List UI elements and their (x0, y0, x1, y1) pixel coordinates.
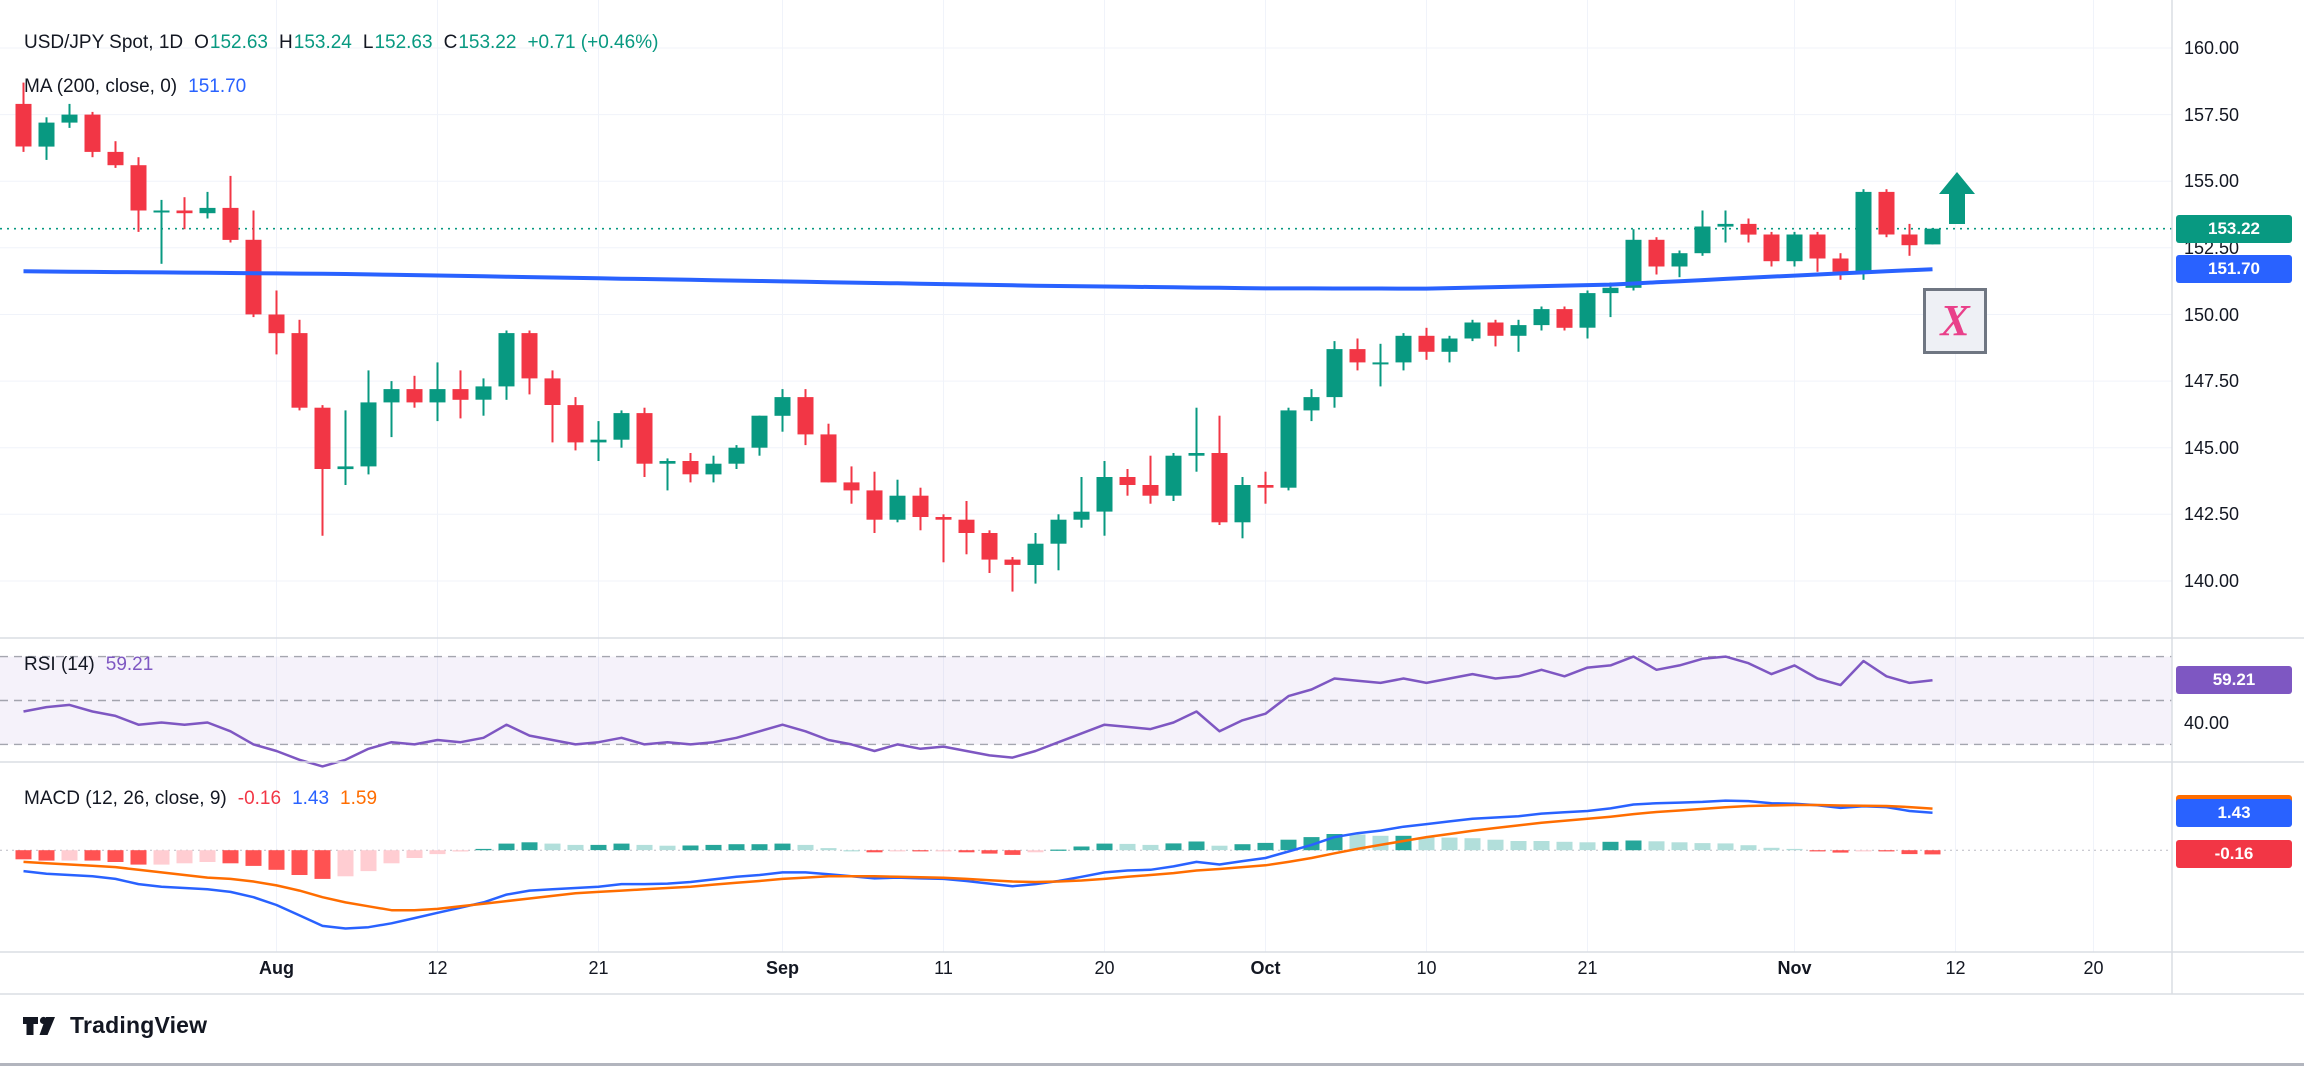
main-legend[interactable]: USD/JPY Spot, 1D O 152.63 H 153.24 L 152.63… (24, 32, 658, 54)
macd-line-value: 1.43 (292, 788, 330, 809)
ohlc-close: C 153.22 (444, 32, 517, 54)
macd-label[interactable]: MACD (12, 26, close, 9) (24, 788, 227, 809)
macd-hist-value: -0.16 (237, 788, 282, 809)
candles-series (15, 82, 1941, 592)
rsi-value-badge: 59.21 (2176, 666, 2292, 695)
symbol-title[interactable]: USD/JPY Spot, 1D (24, 32, 184, 53)
tradingview-attribution[interactable]: TradingView (22, 1012, 207, 1039)
rsi-value: 59.21 (105, 654, 154, 675)
x-annotation-box[interactable]: X (1923, 288, 1987, 354)
close-value: 153.22 (458, 32, 517, 53)
time-axis-label: Sep (765, 958, 799, 978)
rsi-line (23, 655, 1933, 768)
rsi-label[interactable]: RSI (14) (24, 654, 95, 675)
low-label: L (362, 32, 374, 53)
ohlc-open: O 152.63 (194, 32, 268, 54)
price-axis-label: 155.00 (2184, 171, 2240, 192)
high-value: 153.24 (293, 32, 352, 53)
x-annotation: X (1940, 296, 1970, 345)
time-axis-label: Aug (259, 958, 294, 978)
ma-legend[interactable]: MA (200, close, 0) 151.70 (24, 76, 246, 98)
price-axis-label: 140.00 (2184, 571, 2240, 591)
time-axis-label: 21 (588, 958, 609, 978)
price-axis-label: 152.50 (2184, 237, 2240, 258)
open-value: 152.63 (209, 32, 269, 53)
macd-line-badge: 1.43 (2176, 798, 2292, 827)
open-label: O (194, 32, 209, 53)
tradingview-wordmark: TradingView (70, 1012, 208, 1038)
ma-label[interactable]: MA (200, close, 0) (24, 76, 178, 97)
ohlc-low: L 152.63 (363, 32, 433, 54)
price-axis-label: 142.50 (2184, 504, 2240, 525)
macd-signal-value: 1.59 (340, 788, 378, 809)
macd-histogram (15, 834, 1941, 879)
ma-price-badge: 151.70 (2176, 255, 2292, 284)
close-label: C (443, 32, 458, 53)
price-axis-label: 150.00 (2184, 304, 2240, 325)
ohlc-high: H 153.24 (279, 32, 352, 54)
time-axis-label: 12 (1945, 958, 1966, 978)
change-value: +0.71 (+0.46%) (527, 32, 659, 53)
price-axis-label: 145.00 (2184, 437, 2240, 458)
last-price-badge: 153.22 (2176, 214, 2292, 243)
time-axis-label: 20 (1094, 958, 1115, 978)
time-axis-label: 20 (2083, 958, 2104, 978)
window-bottom-border (0, 1063, 2304, 1066)
ma200-line (23, 267, 1933, 291)
time-axis-label: 21 (1577, 958, 1598, 978)
rsi-legend[interactable]: RSI (14) 59.21 (24, 654, 153, 676)
macd-line (23, 799, 1933, 930)
price-axis-label: 160.00 (2184, 38, 2240, 58)
price-axis-label: 157.50 (2184, 104, 2240, 125)
low-value: 152.63 (374, 32, 433, 53)
macd-legend[interactable]: MACD (12, 26, close, 9) -0.16 1.43 1.59 (24, 788, 377, 810)
price-axis-label: 147.50 (2184, 371, 2240, 392)
high-label: H (279, 32, 293, 53)
up-arrow-annotation[interactable] (1939, 172, 1975, 224)
time-axis-label: Oct (1250, 958, 1281, 978)
time-axis-label: Nov (1777, 958, 1812, 978)
time-axis-label: 11 (934, 958, 953, 978)
tradingview-logo-icon (23, 1016, 55, 1035)
rsi-axis-label: 40.00 (2184, 712, 2230, 733)
time-axis-label: 10 (1416, 958, 1437, 978)
macd-hist-badge: -0.16 (2176, 840, 2292, 869)
macd-signal-line (23, 803, 1933, 912)
time-axis-label: 12 (427, 958, 448, 978)
ma-value: 151.70 (188, 76, 247, 97)
